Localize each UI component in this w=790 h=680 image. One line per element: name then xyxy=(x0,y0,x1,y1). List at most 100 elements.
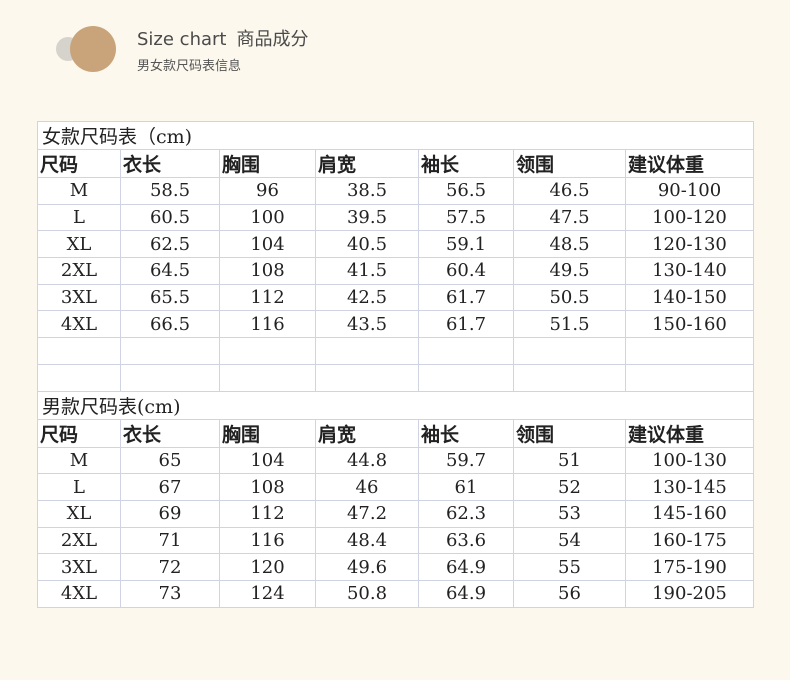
women-caption: 女款尺码表（cm) xyxy=(37,121,754,150)
table-cell: 47.5 xyxy=(513,203,626,232)
table-cell: 96 xyxy=(219,177,316,205)
column-header: 袖长 xyxy=(418,149,514,178)
table-cell: 4XL xyxy=(37,579,121,608)
table-cell: 4XL xyxy=(37,310,121,339)
table-cell: 62.5 xyxy=(120,230,220,259)
column-header: 衣长 xyxy=(120,149,220,178)
column-header: 建议体重 xyxy=(625,418,754,448)
table-cell: 112 xyxy=(219,283,316,312)
table-row: 3XL 65.5 112 42.5 61.7 50.5 140-150 xyxy=(37,283,754,312)
table-cell: 2XL xyxy=(37,257,121,285)
empty-cell xyxy=(418,363,514,392)
men-caption: 男款尺码表(cm) xyxy=(37,390,754,420)
column-header: 肩宽 xyxy=(315,418,419,448)
empty-cell xyxy=(513,337,626,365)
table-cell: 3XL xyxy=(37,553,121,581)
table-cell: 54 xyxy=(513,526,626,555)
table-cell: 61.7 xyxy=(418,283,514,312)
table-cell: 59.7 xyxy=(418,446,514,475)
empty-cell xyxy=(315,363,419,392)
table-cell: 116 xyxy=(219,310,316,339)
table-row: 2XL 71 116 48.4 63.6 54 160-175 xyxy=(37,526,754,555)
column-header: 袖长 xyxy=(418,418,514,448)
table-cell: 46 xyxy=(315,473,419,501)
table-cell: 64.5 xyxy=(120,257,220,285)
table-cell: 43.5 xyxy=(315,310,419,339)
decor-circle-large xyxy=(70,26,116,72)
table-cell: 40.5 xyxy=(315,230,419,259)
table-cell: 145-160 xyxy=(625,499,754,528)
empty-row xyxy=(37,337,754,365)
table-cell: 3XL xyxy=(37,283,121,312)
table-cell: 58.5 xyxy=(120,177,220,205)
table-row: L 67 108 46 61 52 130-145 xyxy=(37,473,754,501)
table-cell: 48.5 xyxy=(513,230,626,259)
table-cell: 108 xyxy=(219,473,316,501)
table-cell: 140-150 xyxy=(625,283,754,312)
table-cell: 100-130 xyxy=(625,446,754,475)
table-cell: 63.6 xyxy=(418,526,514,555)
table-cell: 47.2 xyxy=(315,499,419,528)
table-row: M 65 104 44.8 59.7 51 100-130 xyxy=(37,446,754,475)
table-cell: 124 xyxy=(219,579,316,608)
table-cell: XL xyxy=(37,499,121,528)
empty-cell xyxy=(219,363,316,392)
empty-cell xyxy=(219,337,316,365)
size-table: 女款尺码表（cm) 尺码 衣长 胸围 肩宽 袖长 领围 建议体重 M 58.5 96 38.5 56.5… xyxy=(37,121,754,608)
table-cell: 65.5 xyxy=(120,283,220,312)
table-cell: 60.5 xyxy=(120,203,220,232)
column-header: 尺码 xyxy=(37,418,121,448)
table-row: 4XL 66.5 116 43.5 61.7 51.5 150-160 xyxy=(37,310,754,339)
empty-cell xyxy=(625,337,754,365)
table-cell: 150-160 xyxy=(625,310,754,339)
column-header: 肩宽 xyxy=(315,149,419,178)
table-cell: 46.5 xyxy=(513,177,626,205)
empty-cell xyxy=(37,363,121,392)
table-cell: 71 xyxy=(120,526,220,555)
title-cn: 商品成分 xyxy=(236,29,309,50)
empty-cell xyxy=(315,337,419,365)
table-cell: 120-130 xyxy=(625,230,754,259)
table-cell: L xyxy=(37,203,121,232)
empty-cell xyxy=(120,337,220,365)
table-cell: 100 xyxy=(219,203,316,232)
empty-cell xyxy=(418,337,514,365)
table-cell: 57.5 xyxy=(418,203,514,232)
table-row: 2XL 64.5 108 41.5 60.4 49.5 130-140 xyxy=(37,257,754,285)
table-row: 3XL 72 120 49.6 64.9 55 175-190 xyxy=(37,553,754,581)
table-cell: 64.9 xyxy=(418,553,514,581)
table-cell: 38.5 xyxy=(315,177,419,205)
table-cell: 56.5 xyxy=(418,177,514,205)
table-cell: 59.1 xyxy=(418,230,514,259)
table-cell: 48.4 xyxy=(315,526,419,555)
column-header: 胸围 xyxy=(219,418,316,448)
table-cell: 130-145 xyxy=(625,473,754,501)
table-cell: 72 xyxy=(120,553,220,581)
table-cell: 67 xyxy=(120,473,220,501)
table-cell: L xyxy=(37,473,121,501)
men-caption-row: 男款尺码表(cm) xyxy=(37,390,754,420)
table-cell: 100-120 xyxy=(625,203,754,232)
table-cell: 49.5 xyxy=(513,257,626,285)
table-cell: 55 xyxy=(513,553,626,581)
empty-cell xyxy=(513,363,626,392)
table-cell: 120 xyxy=(219,553,316,581)
column-header: 领围 xyxy=(513,418,626,448)
column-header: 尺码 xyxy=(37,149,121,178)
table-cell: 69 xyxy=(120,499,220,528)
table-cell: 190-205 xyxy=(625,579,754,608)
table-cell: 90-100 xyxy=(625,177,754,205)
table-cell: 62.3 xyxy=(418,499,514,528)
table-cell: 52 xyxy=(513,473,626,501)
table-row: XL 62.5 104 40.5 59.1 48.5 120-130 xyxy=(37,230,754,259)
title-en: Size chart xyxy=(137,29,227,50)
section-subtitle: 男女款尺码表信息 xyxy=(137,59,242,74)
table-cell: 51 xyxy=(513,446,626,475)
table-cell: 41.5 xyxy=(315,257,419,285)
table-cell: 2XL xyxy=(37,526,121,555)
empty-cell xyxy=(625,363,754,392)
table-cell: 112 xyxy=(219,499,316,528)
table-cell: 50.8 xyxy=(315,579,419,608)
table-cell: 44.8 xyxy=(315,446,419,475)
empty-cell xyxy=(37,337,121,365)
